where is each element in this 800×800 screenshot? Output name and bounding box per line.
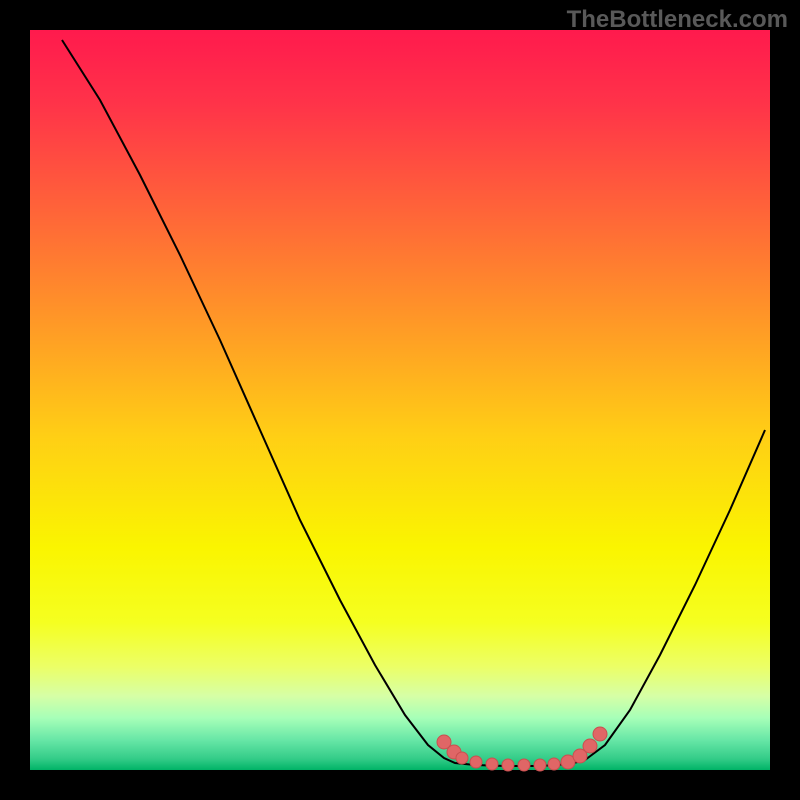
sweet-spot-point (470, 756, 482, 768)
sweet-spot-point (548, 758, 560, 770)
sweet-spot-point (502, 759, 514, 771)
sweet-spot-point (518, 759, 530, 771)
watermark-text: TheBottleneck.com (567, 6, 788, 34)
sweet-spot-point (593, 727, 607, 741)
sweet-spot-point (583, 739, 597, 753)
sweet-spot-point (486, 758, 498, 770)
chart-canvas: TheBottleneck.com (0, 0, 800, 800)
sweet-spot-point (534, 759, 546, 771)
plot-svg (0, 0, 800, 800)
plot-background (30, 30, 770, 770)
sweet-spot-point (456, 752, 468, 764)
